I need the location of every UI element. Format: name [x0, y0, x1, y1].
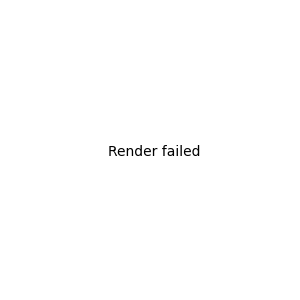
Text: Render failed: Render failed	[107, 145, 200, 158]
